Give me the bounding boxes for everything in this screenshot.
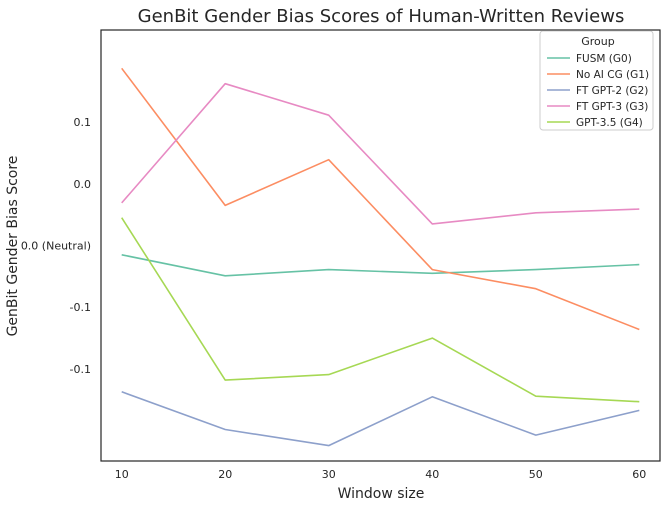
y-tick-label: 0.0 (Neutral) (21, 240, 91, 253)
legend-label: FT GPT-2 (G2) (576, 85, 648, 97)
y-tick-label: -0.1 (70, 301, 91, 314)
series-line (121, 254, 640, 277)
chart-title: GenBit Gender Bias Scores of Human-Writt… (138, 6, 625, 27)
y-tick-label: 0.1 (74, 116, 92, 129)
legend-label: No AI CG (G1) (576, 69, 649, 81)
x-tick-label: 50 (529, 468, 543, 481)
x-tick-label: 30 (322, 468, 336, 481)
legend-label: GPT-3.5 (G4) (576, 117, 643, 129)
x-tick-label: 60 (632, 468, 646, 481)
plot-lines (121, 67, 640, 447)
series-line (121, 82, 640, 225)
plot-frame (100, 29, 661, 462)
x-ticks: 10 20 30 40 50 60 (115, 468, 647, 481)
legend-label: FUSM (G0) (576, 53, 632, 65)
series-line (121, 391, 640, 447)
x-axis-label: Window size (338, 486, 425, 502)
y-tick-label: -0.1 (70, 363, 91, 376)
legend-label: FT GPT-3 (G3) (576, 101, 648, 113)
series-line (121, 67, 640, 331)
x-tick-label: 10 (115, 468, 129, 481)
legend-title: Group (581, 35, 615, 48)
x-tick-label: 40 (425, 468, 439, 481)
y-ticks: 0.1 0.0 0.0 (Neutral) -0.1 -0.1 (21, 116, 91, 376)
y-tick-label: 0.0 (74, 178, 92, 191)
legend: Group FUSM (G0) No AI CG (G1) FT GPT-2 (G2… (539, 30, 654, 131)
x-tick-label: 20 (218, 468, 232, 481)
series-line (121, 217, 640, 403)
y-axis-label: GenBit Gender Bias Score (5, 156, 21, 337)
